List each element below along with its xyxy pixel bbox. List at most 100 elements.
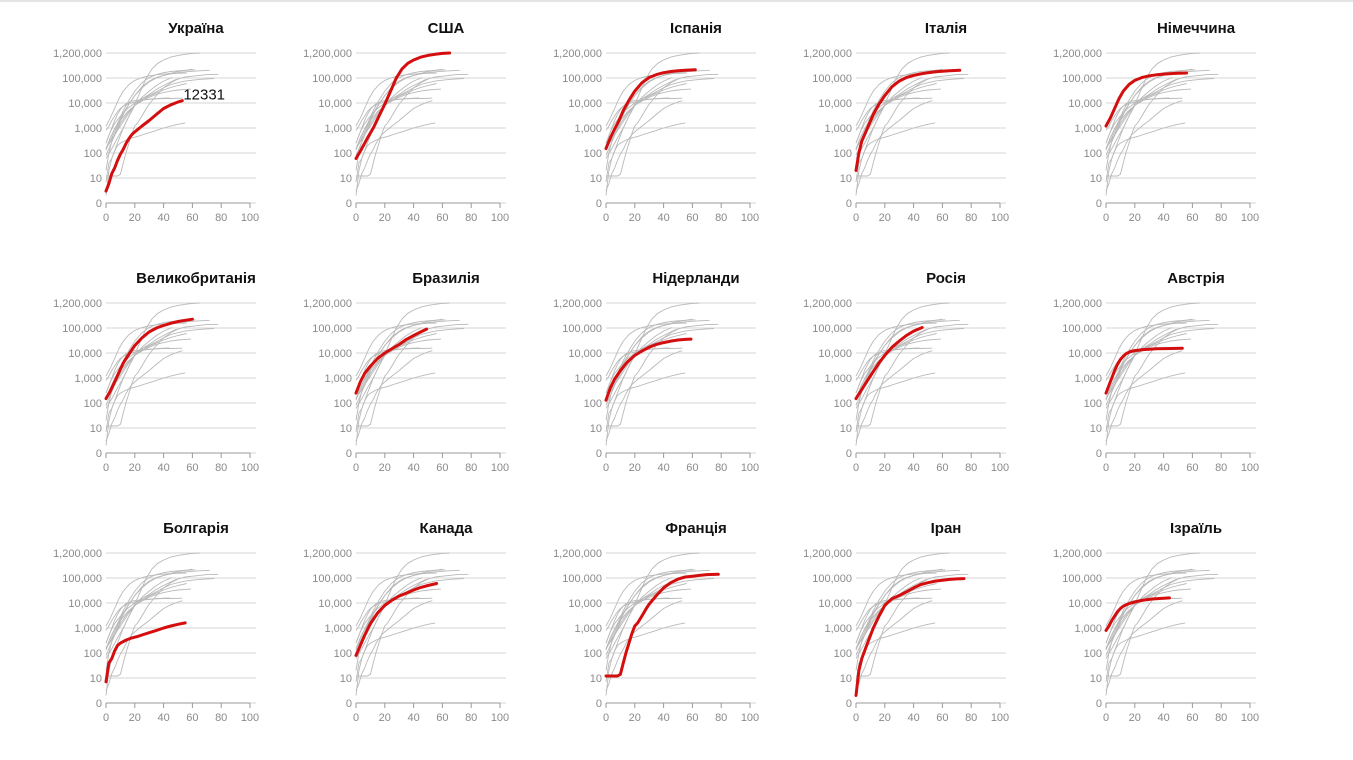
panel-title: Німеччина (1157, 20, 1236, 37)
background-line-україна (105, 600, 183, 692)
background-line-болгарія (1105, 372, 1186, 432)
y-tick-label: 1,000 (574, 373, 602, 385)
panel-title: Росія (926, 270, 966, 287)
x-tick-label: 80 (1215, 212, 1227, 224)
y-tick-label: 0 (1096, 448, 1102, 460)
background-line-італія (605, 569, 710, 671)
background-line-іран (605, 78, 715, 196)
x-tick-label: 100 (241, 712, 259, 724)
x-tick-label: 100 (741, 212, 759, 224)
background-line-іран (1105, 578, 1215, 696)
y-tick-label: 1,200,000 (803, 48, 852, 60)
highlight-line-італія (854, 68, 962, 172)
panel-іспанія: Іспанія 0 10 100 1,000 10,000 100,000 1,200,000… (553, 20, 759, 224)
background-line-ізраїль (855, 347, 920, 381)
y-tick-label: 0 (1096, 698, 1102, 710)
y-tick-label: 10,000 (818, 98, 852, 110)
x-tick-label: 60 (436, 712, 448, 724)
y-tick-label: 1,200,000 (803, 548, 852, 560)
highlight-line-канада (354, 582, 439, 657)
y-tick-label: 10,000 (818, 598, 852, 610)
x-tick-label: 40 (407, 712, 419, 724)
background-line-франція (856, 73, 969, 177)
y-tick-label: 1,200,000 (553, 48, 602, 60)
panel-title: Канада (420, 520, 474, 537)
background-line-сша (855, 552, 950, 659)
y-tick-label: 10 (340, 423, 352, 435)
x-tick-label: 80 (215, 712, 227, 724)
y-tick-label: 100 (334, 648, 352, 660)
background-line-італія (105, 69, 210, 171)
background-line-україна (605, 100, 683, 192)
y-tick-label: 100,000 (1062, 73, 1102, 85)
y-tick-label: 10,000 (568, 98, 602, 110)
y-tick-label: 10,000 (568, 348, 602, 360)
background-line-сша (355, 302, 450, 409)
x-tick-label: 0 (603, 462, 609, 474)
background-line-сша (855, 302, 950, 409)
y-tick-label: 1,000 (74, 373, 102, 385)
x-tick-label: 80 (965, 712, 977, 724)
y-tick-label: 10 (590, 673, 602, 685)
y-tick-label: 100 (584, 648, 602, 660)
x-tick-label: 60 (436, 462, 448, 474)
background-line-україна (355, 600, 433, 692)
background-line-сша (105, 302, 200, 409)
x-tick-label: 0 (853, 462, 859, 474)
background-line-україна (855, 350, 933, 442)
y-tick-label: 10,000 (68, 98, 102, 110)
y-tick-label: 10 (1090, 423, 1102, 435)
background-line-болгарія (355, 372, 436, 432)
panel-болгарія: Болгарія 0 10 100 1,000 10,000 100,000 1,200,00… (53, 520, 259, 724)
x-tick-label: 40 (1157, 712, 1169, 724)
x-tick-label: 40 (907, 212, 919, 224)
highlight-line-іспанія (604, 68, 697, 151)
x-tick-label: 80 (215, 462, 227, 474)
y-tick-label: 1,000 (74, 623, 102, 635)
background-line-болгарія (1105, 122, 1186, 182)
background-line-україна (355, 100, 433, 192)
background-line-болгарія (355, 122, 436, 182)
background-line-іран (105, 328, 215, 446)
y-tick-label: 100 (834, 398, 852, 410)
x-tick-label: 0 (603, 712, 609, 724)
y-tick-label: 100 (84, 148, 102, 160)
x-tick-label: 80 (1215, 462, 1227, 474)
x-tick-label: 20 (629, 212, 641, 224)
background-line-ізраїль (605, 347, 670, 381)
y-tick-label: 100,000 (62, 573, 102, 585)
x-tick-label: 80 (465, 712, 477, 724)
x-tick-label: 40 (657, 712, 669, 724)
y-tick-label: 0 (96, 698, 102, 710)
background-line-сша (1105, 552, 1200, 659)
y-tick-label: 1,200,000 (1053, 548, 1102, 560)
x-tick-label: 40 (157, 212, 169, 224)
x-tick-label: 100 (741, 462, 759, 474)
x-tick-label: 40 (1157, 212, 1169, 224)
y-tick-label: 10 (840, 673, 852, 685)
background-line-великобританія (855, 568, 943, 649)
y-tick-label: 100,000 (812, 73, 852, 85)
background-line-великобританія (355, 568, 443, 649)
y-tick-label: 1,000 (1074, 123, 1102, 135)
y-tick-label: 1,200,000 (53, 298, 102, 310)
y-tick-label: 10,000 (318, 98, 352, 110)
background-line-великобританія (1105, 318, 1193, 399)
x-tick-label: 80 (465, 212, 477, 224)
y-tick-label: 10,000 (1068, 348, 1102, 360)
background-line-великобританія (605, 568, 693, 649)
background-line-сша (605, 552, 700, 659)
background-line-франція (356, 73, 469, 177)
y-tick-label: 0 (596, 198, 602, 210)
y-tick-label: 1,200,000 (303, 548, 352, 560)
y-tick-label: 10 (1090, 673, 1102, 685)
y-tick-label: 0 (846, 448, 852, 460)
y-tick-label: 100,000 (812, 323, 852, 335)
y-tick-label: 10 (1090, 173, 1102, 185)
background-line-франція (1106, 73, 1219, 177)
background-line-італія (1105, 69, 1210, 171)
y-tick-label: 100 (84, 398, 102, 410)
highlight-line-австрія (1104, 346, 1184, 395)
background-line-великобританія (105, 68, 193, 149)
x-tick-label: 60 (1186, 212, 1198, 224)
